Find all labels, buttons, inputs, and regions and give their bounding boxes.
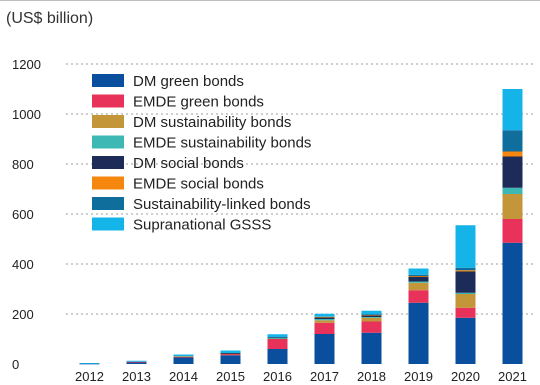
legend-swatch bbox=[92, 176, 124, 190]
bar-segment bbox=[455, 270, 476, 272]
bar-segment bbox=[361, 332, 382, 364]
x-tick-label: 2021 bbox=[498, 369, 527, 384]
bar-segment bbox=[502, 130, 523, 152]
x-tick-label: 2018 bbox=[357, 369, 386, 384]
legend-label: EMDE green bonds bbox=[133, 94, 264, 111]
y-tick-label: 200 bbox=[12, 307, 34, 322]
bar-segment bbox=[314, 334, 335, 364]
bar-segment bbox=[361, 314, 382, 316]
bar-segment bbox=[408, 268, 429, 275]
legend-label: Supranational GSSS bbox=[133, 217, 271, 234]
bar-segment bbox=[361, 315, 382, 317]
bar-segment bbox=[455, 317, 476, 364]
bar-segment bbox=[502, 194, 523, 219]
legend-swatch bbox=[92, 217, 124, 231]
bar-segment bbox=[502, 219, 523, 243]
bar-segment bbox=[220, 353, 241, 354]
bar-segment bbox=[502, 187, 523, 194]
legend-swatch bbox=[92, 115, 124, 128]
legend-swatch bbox=[92, 197, 124, 210]
bar-segment bbox=[173, 356, 194, 358]
axis-labels: 0 200 400 600 800 1000 1200 2012 2013 2014 2015 201… bbox=[12, 57, 527, 384]
bars bbox=[79, 89, 523, 365]
legend-label: Sustainability-linked bonds bbox=[133, 196, 311, 213]
x-tick-label: 2015 bbox=[216, 369, 245, 384]
x-tick-label: 2014 bbox=[169, 369, 198, 384]
bar-segment bbox=[220, 355, 241, 364]
y-tick-label: 0 bbox=[12, 357, 19, 372]
bar-segment bbox=[126, 362, 147, 364]
bar-segment bbox=[502, 156, 523, 188]
bar-segment bbox=[361, 317, 382, 318]
bar-segment bbox=[79, 363, 100, 365]
bar-segment bbox=[314, 322, 335, 334]
bar-segment bbox=[314, 316, 335, 318]
bar-segment bbox=[267, 349, 288, 364]
bar-segment bbox=[361, 321, 382, 333]
bar-segment bbox=[408, 302, 429, 364]
legend-swatch bbox=[92, 156, 124, 169]
legend: DM green bonds EMDE green bonds DM sustain… bbox=[92, 73, 311, 234]
bar-segment bbox=[502, 89, 523, 131]
bar-segment bbox=[502, 151, 523, 157]
y-tick-label: 600 bbox=[12, 207, 34, 222]
bar-segment bbox=[267, 339, 288, 349]
legend-label: EMDE social bonds bbox=[133, 176, 264, 193]
y-tick-label: 1200 bbox=[12, 57, 41, 72]
bar-segment bbox=[79, 363, 100, 364]
bar-segment bbox=[314, 319, 335, 321]
x-tick-label: 2013 bbox=[122, 369, 151, 384]
bar-segment bbox=[455, 267, 476, 271]
y-tick-label: 400 bbox=[12, 257, 34, 272]
x-tick-label: 2012 bbox=[75, 369, 104, 384]
bar-segment bbox=[408, 290, 429, 303]
bar-segment bbox=[408, 276, 429, 282]
bar-segment bbox=[267, 337, 288, 339]
x-tick-label: 2019 bbox=[404, 369, 433, 384]
bar-segment bbox=[455, 292, 476, 294]
bar-segment bbox=[267, 334, 288, 338]
bar-segment bbox=[502, 242, 523, 364]
bar-segment bbox=[173, 354, 194, 357]
x-tick-label: 2020 bbox=[451, 369, 480, 384]
bar-segment bbox=[361, 317, 382, 322]
bar-segment bbox=[408, 276, 429, 277]
bar-segment bbox=[126, 360, 147, 362]
y-tick-label: 1000 bbox=[12, 107, 41, 122]
bar-segment bbox=[314, 317, 335, 319]
legend-swatch bbox=[92, 94, 124, 108]
bar-segment bbox=[455, 271, 476, 293]
bar-segment bbox=[173, 357, 194, 364]
bar-segment bbox=[408, 281, 429, 283]
legend-swatch bbox=[92, 135, 124, 149]
bar-segment bbox=[314, 320, 335, 323]
bar-segment bbox=[220, 350, 241, 353]
bar-segment bbox=[126, 361, 147, 363]
bar-segment bbox=[455, 294, 476, 308]
bar-segment bbox=[455, 225, 476, 268]
bar-segment bbox=[220, 354, 241, 356]
legend-label: EMDE sustainability bonds bbox=[133, 135, 311, 152]
legend-swatch bbox=[92, 74, 124, 87]
y-unit-label: (US$ billion) bbox=[6, 10, 94, 27]
x-tick-label: 2017 bbox=[310, 369, 339, 384]
legend-label: DM social bonds bbox=[133, 155, 244, 172]
bar-segment bbox=[220, 353, 241, 355]
bar-segment bbox=[361, 314, 382, 316]
top-divider bbox=[0, 0, 540, 1]
bar-segment bbox=[455, 307, 476, 318]
legend-label: DM green bonds bbox=[133, 73, 244, 90]
bar-segment bbox=[361, 310, 382, 315]
legend-label: DM sustainability bonds bbox=[133, 114, 291, 131]
bar-segment bbox=[408, 274, 429, 276]
bar-segment bbox=[314, 313, 335, 317]
bar-segment bbox=[173, 356, 194, 358]
bar-segment bbox=[267, 338, 288, 339]
y-tick-label: 800 bbox=[12, 157, 34, 172]
bar-segment bbox=[408, 282, 429, 291]
x-tick-label: 2016 bbox=[263, 369, 292, 384]
